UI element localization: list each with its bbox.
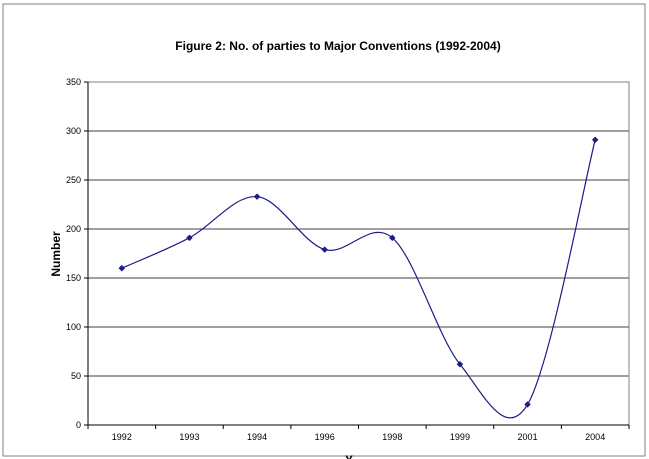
data-point [253, 193, 261, 201]
x-tick-label: 1992 [112, 432, 132, 442]
x-tick-label: 1994 [247, 432, 267, 442]
y-axis-label: Number [49, 231, 63, 277]
axes [84, 81, 630, 429]
data-point [321, 246, 329, 253]
data-point [118, 264, 126, 272]
y-tick-label: 100 [66, 322, 81, 332]
x-axis-label: Y [345, 453, 353, 459]
x-tick-label: 1999 [450, 432, 470, 442]
data-points [118, 136, 599, 408]
y-tick-label: 250 [66, 175, 81, 185]
y-tick-label: 0 [76, 420, 81, 430]
y-tick-label: 350 [66, 77, 81, 87]
y-tick-label: 200 [66, 224, 81, 234]
y-tick-label: 150 [66, 273, 81, 283]
x-tick-label: 1998 [382, 432, 402, 442]
data-point [524, 401, 531, 408]
y-tick-labels: 0 50 100 150 200 250 300 350 [66, 77, 81, 430]
data-point [456, 360, 464, 368]
x-tick-label: 1996 [315, 432, 335, 442]
data-point [591, 136, 599, 144]
x-tick-label: 2004 [585, 432, 605, 442]
chart-title: Figure 2: No. of parties to Major Conven… [175, 39, 500, 53]
y-tick-label: 300 [66, 126, 81, 136]
x-tick-labels: 1992 1993 1994 1996 1998 1999 2001 2004 [112, 432, 605, 442]
plot-area [88, 82, 629, 425]
y-tick-label: 50 [71, 371, 81, 381]
data-point [186, 234, 193, 242]
x-tick-label: 1993 [179, 432, 199, 442]
x-tick-label: 2001 [518, 432, 538, 442]
data-point [388, 234, 396, 242]
